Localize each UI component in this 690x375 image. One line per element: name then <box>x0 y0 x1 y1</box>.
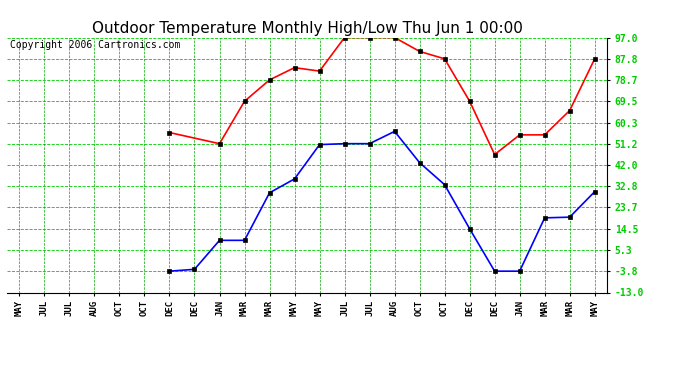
Text: Copyright 2006 Cartronics.com: Copyright 2006 Cartronics.com <box>10 40 180 50</box>
Title: Outdoor Temperature Monthly High/Low Thu Jun 1 00:00: Outdoor Temperature Monthly High/Low Thu… <box>92 21 522 36</box>
